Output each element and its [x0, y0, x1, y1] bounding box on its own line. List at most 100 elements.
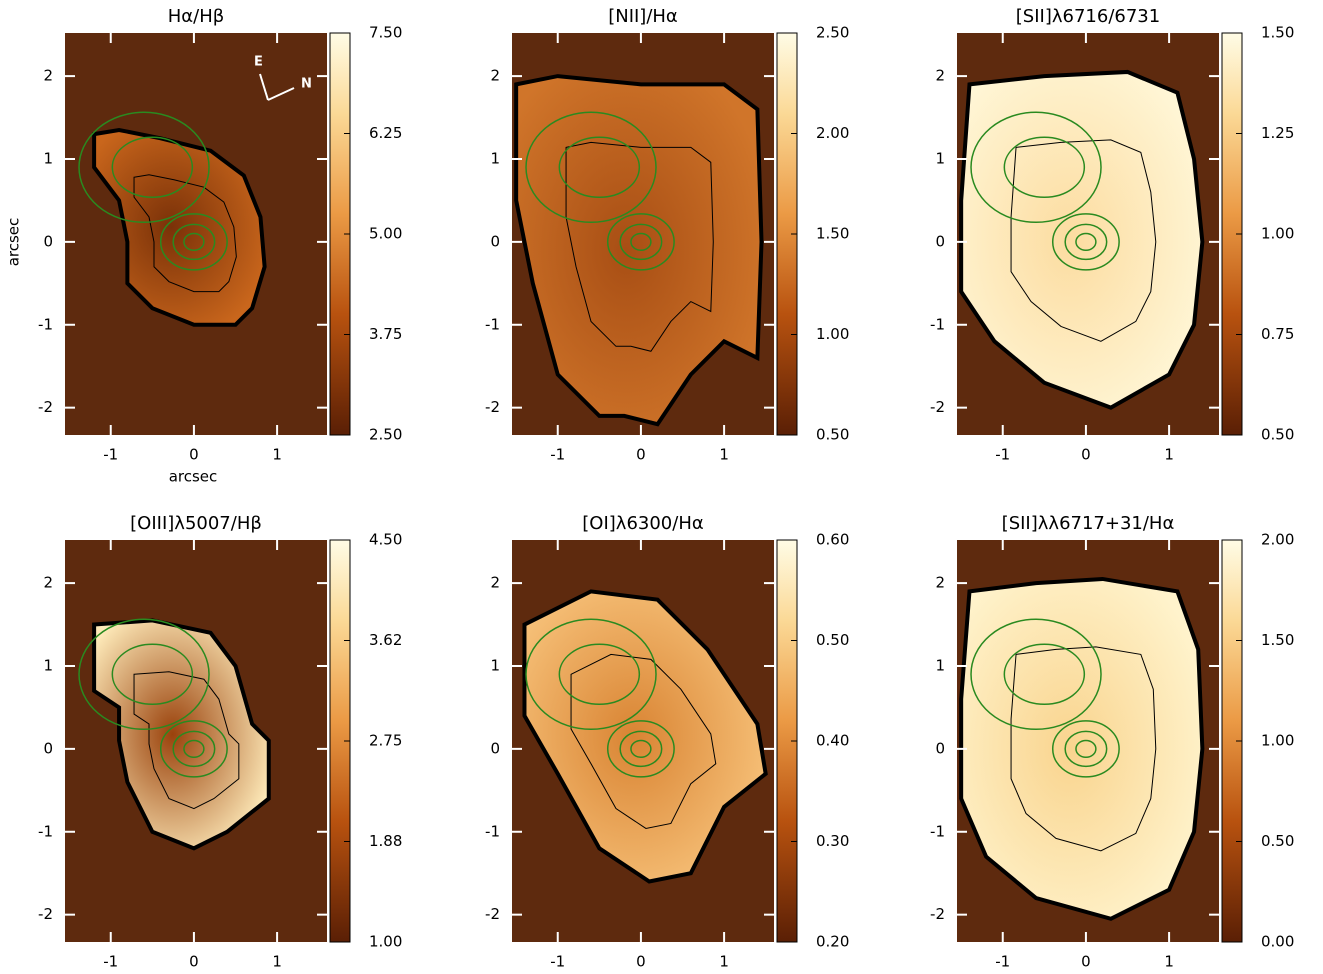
green-contour [525, 618, 657, 731]
x-tick-label: 0 [636, 446, 646, 464]
colorbar-tick-label: 0.20 [816, 933, 849, 951]
green-contour [1064, 730, 1108, 768]
y-tick-label: -2 [38, 905, 53, 923]
y-tick-label: 2 [935, 67, 945, 85]
y-tick-label: 2 [935, 574, 945, 592]
green-contour [172, 223, 216, 261]
panel-title: Hα/Hβ [168, 6, 225, 27]
y-axis-label: arcsec [5, 218, 23, 267]
green-contour [970, 618, 1102, 731]
compass [259, 73, 269, 101]
colorbar-tick-label: 2.50 [369, 426, 402, 444]
x-tick-label: -1 [995, 446, 1010, 464]
green-contour [1051, 720, 1120, 778]
y-tick-label: 0 [935, 232, 945, 250]
green-contour [78, 618, 210, 731]
green-contour [1064, 223, 1108, 261]
compass [267, 87, 295, 101]
y-tick-label: -1 [930, 315, 945, 333]
green-contour [970, 111, 1102, 224]
green-contour [1003, 136, 1086, 199]
x-tick-label: 1 [272, 446, 282, 464]
colorbar-tick-label: 0.50 [1261, 426, 1294, 444]
colorbar-tick-label: 5.00 [369, 225, 402, 243]
x-tick-label: 0 [189, 953, 199, 971]
y-tick-label: 1 [490, 656, 500, 674]
panel-title: [OI]λ6300/Hα [582, 513, 703, 534]
contour [570, 653, 717, 829]
y-tick-label: -1 [38, 822, 53, 840]
y-tick-label: 2 [490, 574, 500, 592]
colorbar-tick-label: 0.60 [816, 531, 849, 549]
y-tick-label: 1 [935, 656, 945, 674]
colorbar-tick-label: 1.00 [816, 325, 849, 343]
colorbar-tick-label: 0.00 [1261, 933, 1294, 951]
map-region [522, 589, 768, 884]
green-contour [183, 739, 205, 759]
green-contour [159, 720, 228, 778]
green-contour [606, 720, 675, 778]
x-tick-label: 1 [719, 953, 729, 971]
y-tick-label: -1 [485, 822, 500, 840]
x-tick-label: 1 [719, 446, 729, 464]
x-tick-label: 1 [272, 953, 282, 971]
y-tick-label: -2 [38, 398, 53, 416]
colorbar-tick-label: 3.75 [369, 325, 402, 343]
y-tick-label: 0 [490, 232, 500, 250]
colorbar-tick-label: 1.00 [369, 933, 402, 951]
contour [133, 174, 237, 293]
colorbar-tick-label: 1.00 [1261, 225, 1294, 243]
contour [565, 141, 714, 352]
colorbar-tick-label: 1.50 [1261, 24, 1294, 42]
colorbar-tick-label: 1.50 [816, 225, 849, 243]
green-contour [558, 643, 641, 706]
colorbar-tick-label: 0.75 [1261, 325, 1294, 343]
y-tick-label: -2 [930, 398, 945, 416]
green-contour [111, 643, 194, 706]
colorbar-tick-label: 3.62 [369, 631, 402, 649]
y-tick-label: -2 [930, 905, 945, 923]
green-contour [606, 213, 675, 271]
colorbar-tick-label: 1.25 [1261, 124, 1294, 142]
green-contour [1075, 739, 1097, 759]
x-axis-label: arcsec [169, 468, 218, 486]
map-region [92, 127, 267, 327]
green-contour [159, 213, 228, 271]
colorbar-tick-label: 0.50 [1261, 832, 1294, 850]
y-tick-label: 2 [43, 574, 53, 592]
green-contour [630, 232, 652, 252]
colorbar-tick-label: 2.00 [816, 124, 849, 142]
contour [133, 671, 240, 810]
green-contour [525, 111, 657, 224]
panel-title: [OIII]λ5007/Hβ [130, 513, 262, 534]
y-tick-label: 0 [43, 739, 53, 757]
colorbar-tick-label: 2.50 [816, 24, 849, 42]
y-tick-label: 0 [935, 739, 945, 757]
colorbar-tick-label: 0.40 [816, 732, 849, 750]
x-tick-label: 0 [1081, 446, 1091, 464]
green-contour [172, 730, 216, 768]
x-tick-label: -1 [550, 446, 565, 464]
y-tick-label: 0 [43, 232, 53, 250]
colorbar-tick-label: 2.00 [1261, 531, 1294, 549]
x-tick-label: 0 [1081, 953, 1091, 971]
annotation: N [301, 77, 312, 92]
colorbar-tick-label: 2.75 [369, 732, 402, 750]
y-tick-label: 1 [490, 149, 500, 167]
x-tick-label: 1 [1164, 446, 1174, 464]
y-tick-label: 0 [490, 739, 500, 757]
green-contour [111, 136, 194, 199]
y-tick-label: -2 [485, 398, 500, 416]
green-contour [558, 136, 641, 199]
green-contour [630, 739, 652, 759]
green-contour [1051, 213, 1120, 271]
panel-title: [NII]/Hα [608, 6, 678, 27]
green-contour [183, 232, 205, 252]
y-tick-label: -2 [485, 905, 500, 923]
contour [1010, 139, 1157, 342]
contour [1010, 646, 1157, 852]
y-tick-label: -1 [930, 822, 945, 840]
green-contour [619, 730, 663, 768]
y-tick-label: 1 [935, 149, 945, 167]
